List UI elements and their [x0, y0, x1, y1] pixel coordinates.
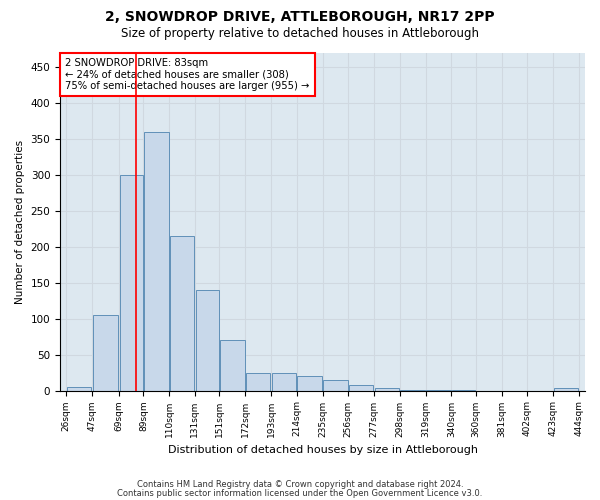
Bar: [298, 376, 322, 390]
Bar: [349, 385, 373, 390]
Bar: [92, 315, 118, 390]
Bar: [374, 388, 399, 390]
Text: Contains HM Land Registry data © Crown copyright and database right 2024.: Contains HM Land Registry data © Crown c…: [137, 480, 463, 489]
Bar: [144, 132, 169, 390]
Text: 2 SNOWDROP DRIVE: 83sqm
← 24% of detached houses are smaller (308)
75% of semi-d: 2 SNOWDROP DRIVE: 83sqm ← 24% of detache…: [65, 58, 310, 91]
Y-axis label: Number of detached properties: Number of detached properties: [15, 140, 25, 304]
Text: Contains public sector information licensed under the Open Government Licence v3: Contains public sector information licen…: [118, 488, 482, 498]
Bar: [554, 388, 578, 390]
Bar: [119, 175, 143, 390]
Bar: [220, 340, 245, 390]
X-axis label: Distribution of detached houses by size in Attleborough: Distribution of detached houses by size …: [167, 445, 478, 455]
Bar: [323, 380, 347, 390]
Bar: [196, 290, 219, 390]
Text: Size of property relative to detached houses in Attleborough: Size of property relative to detached ho…: [121, 28, 479, 40]
Bar: [170, 236, 194, 390]
Bar: [246, 372, 271, 390]
Bar: [272, 372, 296, 390]
Bar: [67, 387, 91, 390]
Text: 2, SNOWDROP DRIVE, ATTLEBOROUGH, NR17 2PP: 2, SNOWDROP DRIVE, ATTLEBOROUGH, NR17 2P…: [105, 10, 495, 24]
